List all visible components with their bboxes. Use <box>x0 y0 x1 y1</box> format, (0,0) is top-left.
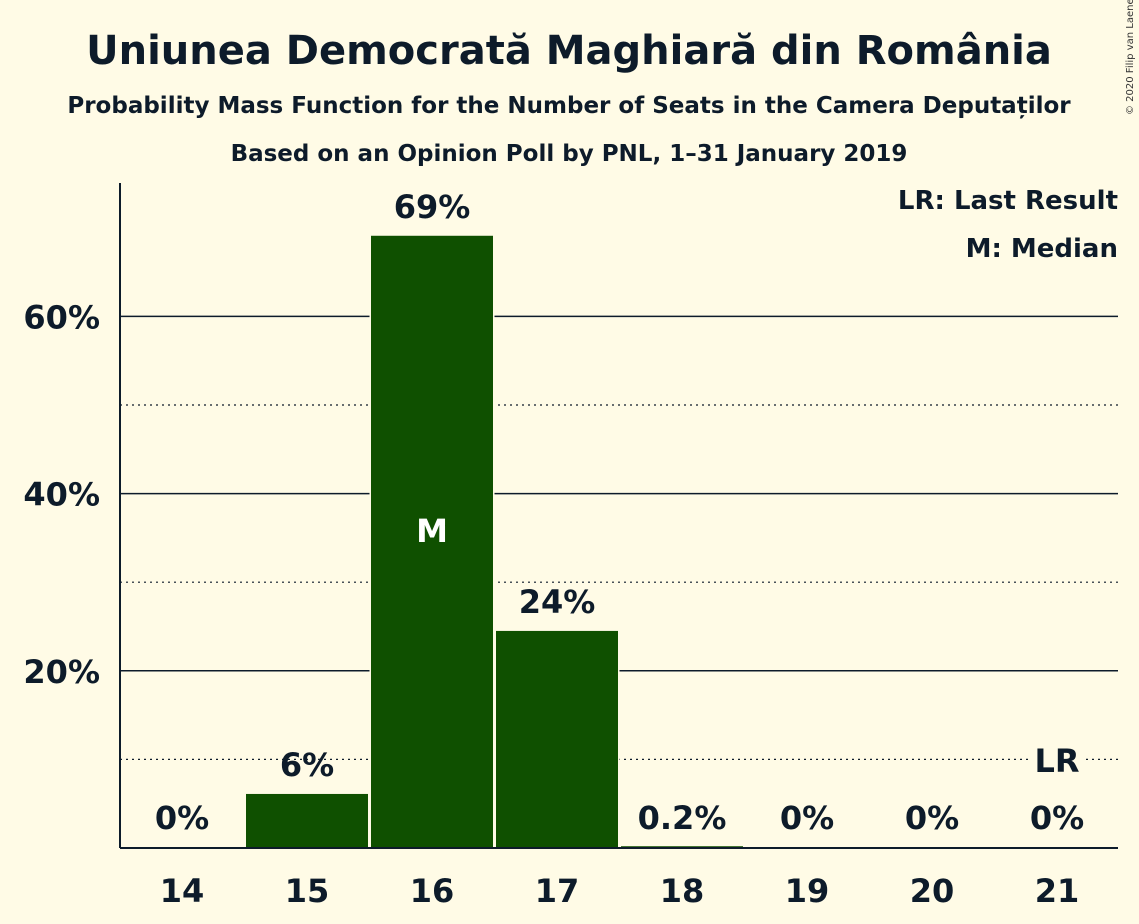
chart-subtitle: Probability Mass Function for the Number… <box>67 93 1071 119</box>
axes: 20% 40% 60% 14 15 16 17 18 19 20 21 <box>23 183 1118 910</box>
x-tick-label: 19 <box>785 872 830 910</box>
chart-poll-source: Based on an Opinion Poll by PNL, 1–31 Ja… <box>231 141 908 167</box>
x-tick-label: 18 <box>660 872 705 910</box>
median-marker: M <box>416 512 448 550</box>
bar-17 <box>496 630 618 848</box>
value-label-14: 0% <box>155 799 209 837</box>
last-result-marker: LR <box>1034 742 1079 780</box>
y-tick-label: 20% <box>23 653 100 691</box>
x-tick-label: 16 <box>410 872 455 910</box>
legend-last-result: LR: Last Result <box>898 186 1118 216</box>
y-tick-label: 40% <box>23 476 100 514</box>
x-tick-label: 20 <box>910 872 955 910</box>
x-tick-label: 14 <box>160 872 205 910</box>
bar-15 <box>246 793 368 848</box>
x-tick-label: 15 <box>285 872 330 910</box>
value-label-15: 6% <box>280 746 334 784</box>
bars <box>244 233 745 849</box>
bar-16 <box>371 235 493 849</box>
value-label-18: 0.2% <box>638 799 727 837</box>
legend-median: M: Median <box>966 234 1118 264</box>
copyright-notice: © 2020 Filip van Laenen <box>1125 0 1136 115</box>
value-label-16: 69% <box>394 188 471 226</box>
chart-title: Uniunea Democrată Maghiară din România <box>86 28 1052 74</box>
value-label-19: 0% <box>780 799 834 837</box>
x-tick-label: 21 <box>1035 872 1080 910</box>
data-labels: 0% 6% 69% M 24% 0.2% 0% 0% 0% LR <box>155 188 1084 837</box>
y-tick-label: 60% <box>23 298 100 336</box>
value-label-20: 0% <box>905 799 959 837</box>
last-result-backdrop <box>1031 735 1083 777</box>
value-label-21: 0% <box>1030 799 1084 837</box>
bar-gap <box>619 844 745 848</box>
x-tick-label: 17 <box>535 872 580 910</box>
value-label-17: 24% <box>519 583 596 621</box>
